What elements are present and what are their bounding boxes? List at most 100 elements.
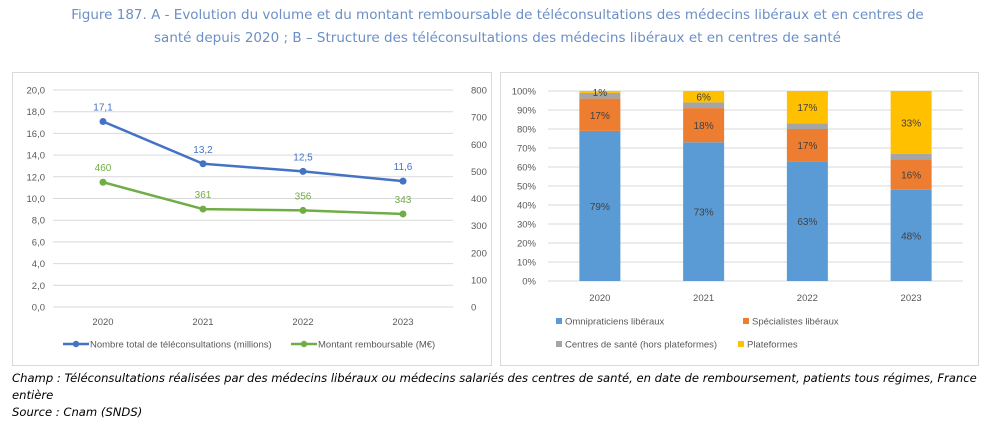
y-left-tick-label: 0,0: [32, 303, 45, 314]
x-tick-label: 2022: [292, 317, 313, 328]
bar-segment-3: [786, 123, 828, 129]
legend-point-marker: [72, 340, 80, 348]
data-label: 13,2: [193, 145, 213, 156]
y-right-tick-label: 800: [471, 86, 487, 97]
stacked-bar-chart-panel: 0% 10% 20% 30% 40% 50% 60% 70% 80% 90% 100% 79% 17% 1…: [500, 72, 979, 366]
data-label: 343: [395, 195, 412, 206]
series-line-2: [102, 181, 404, 216]
data-label: 17%: [797, 103, 817, 114]
y-tick-label: 10%: [517, 258, 537, 269]
bar-segment-3: [579, 92, 621, 99]
y-left-tick-label: 16,0: [27, 129, 46, 140]
data-label: 1%: [593, 88, 608, 99]
y-left-tick-label: 20,0: [27, 86, 46, 97]
line-chart-panel: 0,0 2,0 4,0 6,0 8,0 10,0 12,0 14,0 16,0 18,0 20,0 0…: [12, 72, 492, 366]
data-point: [299, 167, 307, 175]
data-label: 12,5: [293, 152, 313, 163]
y-tick-label: 80%: [517, 125, 537, 136]
figure-title: Figure 187. A - Evolution du volume et d…: [0, 4, 995, 50]
y-left-tick-label: 8,0: [32, 216, 45, 227]
figure-title-line2: santé depuis 2020 ; B – Structure des té…: [154, 30, 841, 46]
data-label: 33%: [901, 118, 921, 129]
data-point: [99, 117, 107, 125]
data-label: 63%: [797, 217, 817, 228]
y-tick-label: 40%: [517, 201, 537, 212]
x-tick-label: 2022: [797, 293, 818, 304]
y-left-tick-label: 2,0: [32, 281, 45, 292]
legend-point-marker: [300, 340, 308, 348]
legend-label: Plateformes: [747, 340, 798, 351]
data-point: [399, 177, 407, 185]
legend-label: Centres de santé (hors plateformes): [565, 340, 717, 351]
legend-label: Nombre total de téléconsultations (milli…: [90, 340, 272, 351]
bar-segment-2: [786, 129, 828, 162]
line-chart: 0,0 2,0 4,0 6,0 8,0 10,0 12,0 14,0 16,0 18,0 20,0 0…: [27, 86, 487, 351]
data-label: 79%: [590, 202, 610, 213]
y-right-tick-label: 600: [471, 140, 487, 151]
data-label: 48%: [901, 231, 921, 242]
figure-notes: Champ : Téléconsultations réalisées par …: [12, 370, 987, 421]
bar-segment-1: [579, 130, 621, 281]
y-tick-label: 30%: [517, 220, 537, 231]
x-tick-label: 2020: [589, 293, 610, 304]
y-tick-label: 100%: [512, 87, 537, 98]
bar-segment-1: [786, 161, 828, 281]
legend-marker: [556, 318, 562, 324]
data-point: [99, 178, 107, 186]
data-label: 6%: [696, 93, 711, 104]
y-tick-label: 90%: [517, 106, 537, 117]
legend-label: Omnipraticiens libéraux: [565, 317, 665, 328]
x-tick-label: 2023: [901, 293, 922, 304]
data-label: 11,6: [394, 162, 413, 173]
x-tick-label: 2023: [392, 317, 413, 328]
data-label: 17%: [797, 141, 817, 152]
y-tick-label: 20%: [517, 239, 537, 250]
y-right-tick-label: 500: [471, 167, 487, 178]
y-tick-label: 70%: [517, 144, 537, 155]
data-label: 460: [95, 163, 112, 174]
y-right-tick-label: 300: [471, 221, 487, 232]
bar-segment-1: [890, 189, 932, 281]
y-left-tick-label: 10,0: [27, 194, 46, 205]
bar-segment-2: [579, 98, 621, 131]
data-label: 361: [195, 190, 212, 201]
data-point: [299, 206, 307, 214]
y-right-tick-label: 200: [471, 248, 487, 259]
x-tick-label: 2021: [192, 317, 213, 328]
stacked-bar-chart: 0% 10% 20% 30% 40% 50% 60% 70% 80% 90% 100% 79% 17% 1…: [512, 87, 963, 351]
y-left-tick-label: 6,0: [32, 237, 45, 248]
bar-segment-2: [683, 108, 725, 143]
data-label: 17%: [590, 111, 610, 122]
legend-label: Montant remboursable (M€): [318, 340, 435, 351]
data-label: 73%: [694, 208, 714, 219]
data-label: 18%: [694, 121, 714, 132]
data-label: 17,1: [93, 102, 113, 113]
x-tick-label: 2021: [693, 293, 714, 304]
bar-segment-4: [890, 91, 932, 154]
y-right-tick-label: 0: [471, 303, 476, 314]
note-source: Source : Cnam (SNDS): [12, 405, 143, 419]
y-tick-label: 50%: [517, 182, 537, 193]
y-left-tick-label: 12,0: [27, 172, 46, 183]
legend-marker: [743, 318, 749, 324]
legend-marker: [738, 341, 744, 347]
y-tick-label: 0%: [522, 277, 536, 288]
bar-segment-2: [890, 159, 932, 190]
legend-label: Spécialistes libéraux: [752, 317, 839, 328]
y-right-tick-label: 700: [471, 113, 487, 124]
bar-segment-3: [890, 153, 932, 160]
data-point: [199, 205, 207, 213]
y-tick-label: 60%: [517, 163, 537, 174]
bar-segment-3: [683, 102, 725, 109]
figure-title-line1: Figure 187. A - Evolution du volume et d…: [71, 7, 924, 23]
bar-segment-1: [683, 142, 725, 281]
legend-marker: [556, 341, 562, 347]
bar-segment-4: [786, 91, 828, 124]
data-label: 356: [295, 191, 312, 202]
bar-segment-4: [579, 91, 621, 93]
y-left-tick-label: 14,0: [27, 151, 46, 162]
y-left-tick-label: 4,0: [32, 259, 45, 270]
y-left-tick-label: 18,0: [27, 107, 46, 118]
y-right-tick-label: 400: [471, 194, 487, 205]
x-tick-label: 2020: [92, 317, 113, 328]
